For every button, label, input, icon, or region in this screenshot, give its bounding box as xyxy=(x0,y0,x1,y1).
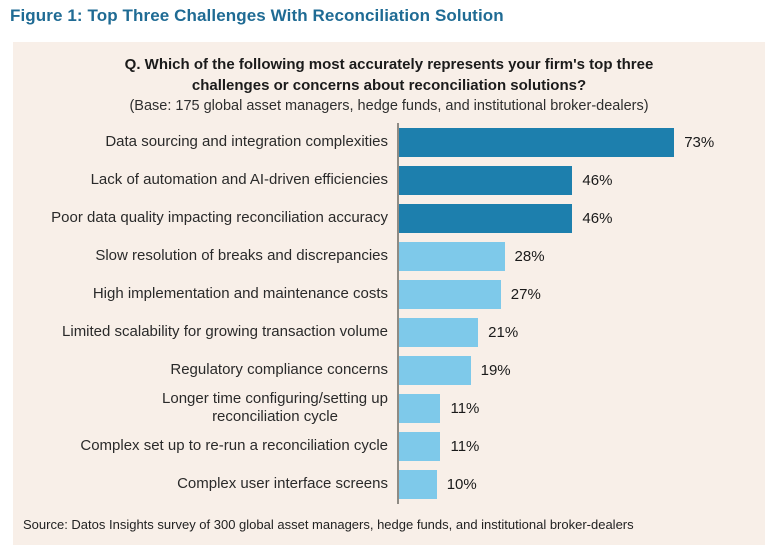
bar xyxy=(399,127,675,157)
bar-category-label: Lack of automation and AI-driven efficie… xyxy=(90,171,388,188)
bar-value-label: 19% xyxy=(480,361,511,379)
bar xyxy=(399,393,441,423)
bar-value-label: 11% xyxy=(450,399,480,417)
chart-row: Poor data quality impacting reconciliati… xyxy=(13,199,765,237)
bar xyxy=(399,203,573,233)
bar-category-label: Limited scalability for growing transact… xyxy=(62,323,388,340)
bar-value-label: 21% xyxy=(488,323,519,341)
bar xyxy=(399,355,471,385)
bar-category-label: Complex user interface screens xyxy=(177,475,388,492)
bar-category-label: Complex set up to re-run a reconciliatio… xyxy=(80,437,388,454)
bar-value-label: 46% xyxy=(582,209,613,227)
chart-row: Longer time configuring/setting up recon… xyxy=(13,389,765,427)
bar xyxy=(399,317,479,347)
chart-row: High implementation and maintenance cost… xyxy=(13,275,765,313)
chart-row: Regulatory compliance concerns 19% xyxy=(13,351,765,389)
bar-category-label: Poor data quality impacting reconciliati… xyxy=(51,209,388,226)
bar-category-label: Slow resolution of breaks and discrepanc… xyxy=(95,247,388,264)
bar-category-label: High implementation and maintenance cost… xyxy=(92,285,388,302)
bar xyxy=(399,165,573,195)
y-axis-line xyxy=(397,123,399,504)
bar-chart: Data sourcing and integration complexiti… xyxy=(13,123,765,504)
bar xyxy=(399,241,505,271)
source-note: Source: Datos Insights survey of 300 glo… xyxy=(23,517,634,532)
bar xyxy=(399,431,441,461)
chart-row: Slow resolution of breaks and discrepanc… xyxy=(13,237,765,275)
bar-category-label: Data sourcing and integration complexiti… xyxy=(105,133,388,150)
bar-value-label: 11% xyxy=(450,437,480,455)
bar-rows: Data sourcing and integration complexiti… xyxy=(13,123,765,503)
chart-row: Lack of automation and AI-driven efficie… xyxy=(13,161,765,199)
bar-category-label: Regulatory compliance concerns xyxy=(170,361,388,378)
chart-row: Complex user interface screens 10% xyxy=(13,465,765,503)
chart-panel: Q. Which of the following most accuratel… xyxy=(13,42,765,545)
bar-value-label: 28% xyxy=(514,247,545,265)
survey-question: Q. Which of the following most accuratel… xyxy=(124,56,654,94)
bar-value-label: 10% xyxy=(446,475,477,493)
base-note: (Base: 175 global asset managers, hedge … xyxy=(129,98,649,114)
bar xyxy=(399,469,437,499)
bar xyxy=(399,279,501,309)
bar-value-label: 27% xyxy=(510,285,541,303)
figure-title: Figure 1: Top Three Challenges With Reco… xyxy=(10,6,504,25)
chart-row: Limited scalability for growing transact… xyxy=(13,313,765,351)
bar-category-label: Longer time configuring/setting up recon… xyxy=(162,390,388,425)
bar-value-label: 46% xyxy=(582,171,613,189)
chart-row: Complex set up to re-run a reconciliatio… xyxy=(13,427,765,465)
chart-row: Data sourcing and integration complexiti… xyxy=(13,123,765,161)
bar-value-label: 73% xyxy=(684,133,715,151)
